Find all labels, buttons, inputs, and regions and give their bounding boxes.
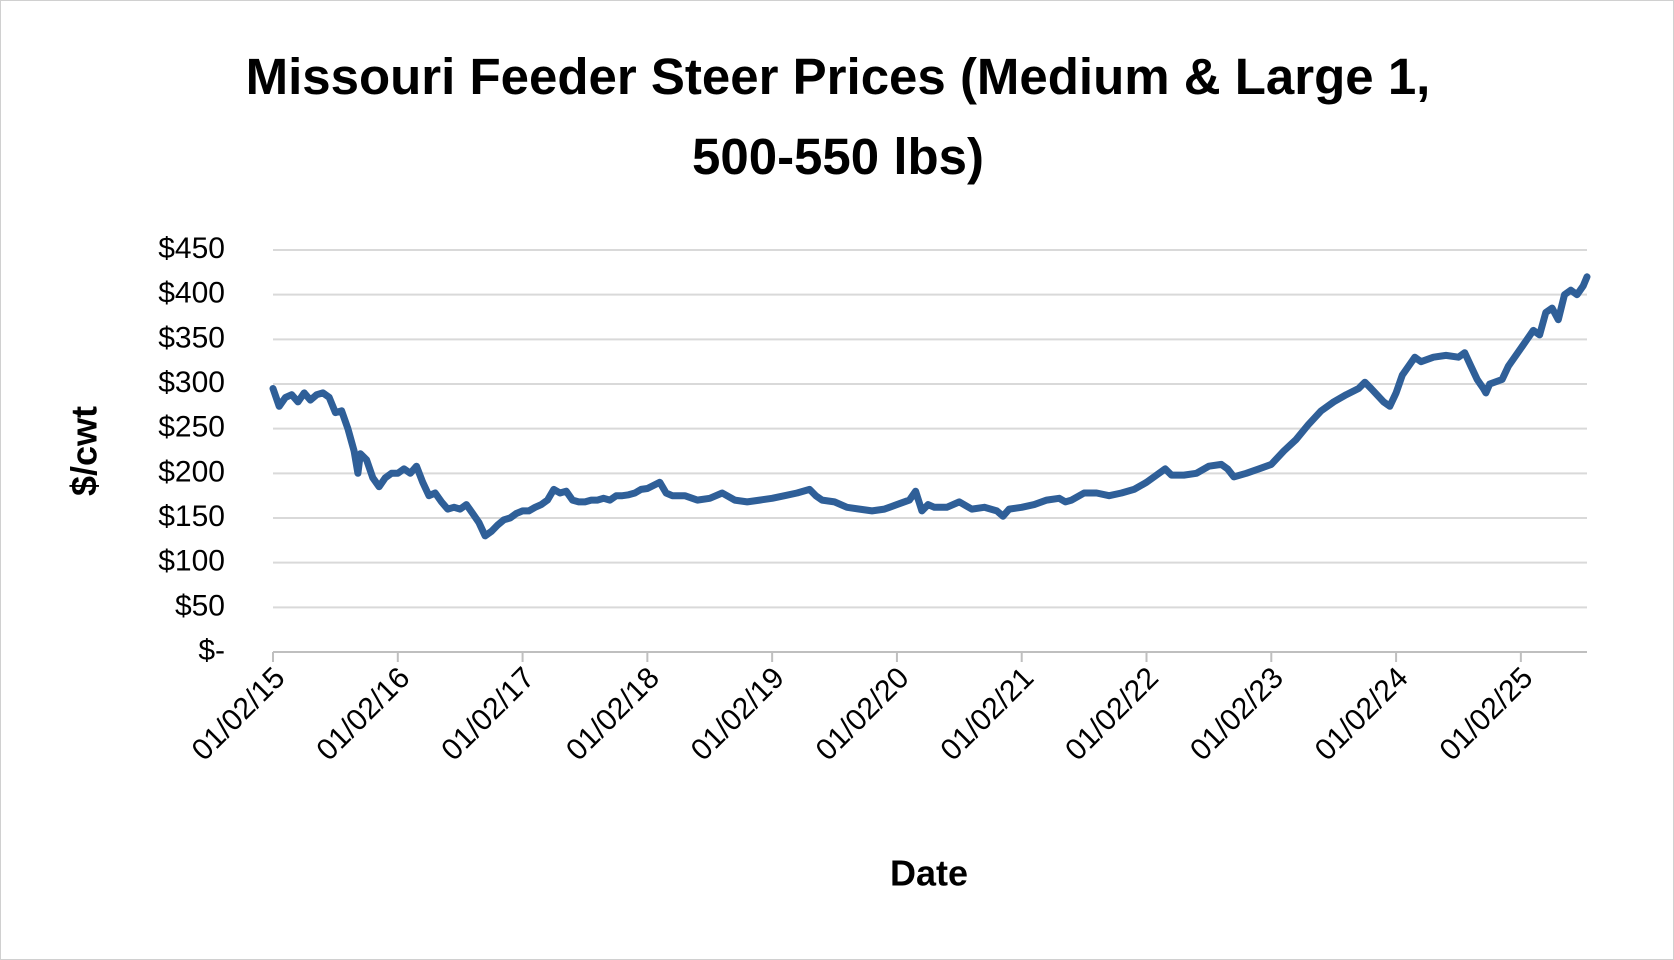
x-tick-label: 01/02/20 bbox=[810, 661, 916, 767]
chart-title: Missouri Feeder Steer Prices (Medium & L… bbox=[245, 48, 1431, 185]
x-tick-label: 01/02/24 bbox=[1309, 661, 1415, 767]
x-axis-title: Date bbox=[890, 853, 968, 894]
y-tick-label: $300 bbox=[158, 366, 225, 399]
y-tick-label: $400 bbox=[158, 277, 225, 310]
line-series bbox=[269, 273, 1591, 540]
y-tick-label: $100 bbox=[158, 545, 225, 578]
x-tick-label: 01/02/18 bbox=[560, 661, 666, 767]
y-axis-title: $/cwt bbox=[64, 406, 105, 496]
y-tick-label: $250 bbox=[158, 411, 225, 444]
x-tick-label: 01/02/21 bbox=[934, 661, 1040, 767]
x-tick-label: 01/02/25 bbox=[1434, 661, 1540, 767]
y-tick-label: $350 bbox=[158, 321, 225, 354]
x-tick-label: 01/02/23 bbox=[1184, 661, 1290, 767]
y-tick-label: $50 bbox=[175, 589, 225, 622]
x-tick-label: 01/02/22 bbox=[1059, 661, 1165, 767]
y-tick-label: $150 bbox=[158, 500, 225, 533]
x-tick-label: 01/02/15 bbox=[186, 661, 292, 767]
x-tick-label: 01/02/19 bbox=[685, 661, 791, 767]
y-tick-label: $200 bbox=[158, 455, 225, 488]
x-tick-label: 01/02/17 bbox=[435, 661, 541, 767]
y-tick-label: $450 bbox=[158, 232, 225, 265]
x-tick-label: 01/02/16 bbox=[310, 661, 416, 767]
y-tick-label: $- bbox=[198, 634, 225, 667]
